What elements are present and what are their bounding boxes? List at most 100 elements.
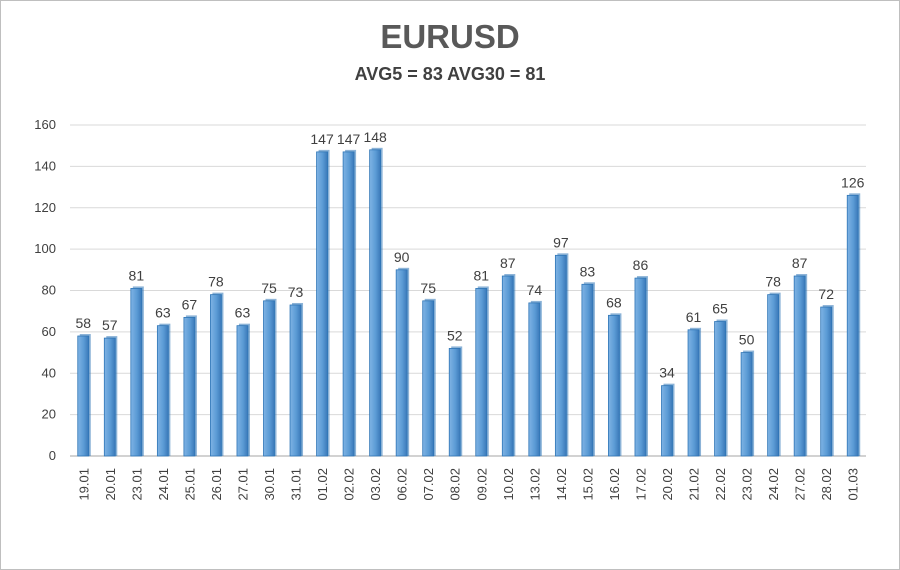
bar [263, 300, 275, 457]
bar [183, 316, 196, 457]
x-tick-label: 07.02 [421, 468, 436, 501]
x-tick-label: 08.02 [448, 468, 463, 501]
x-tick-label: 03.02 [368, 468, 383, 501]
bar [528, 302, 541, 457]
y-tick-label: 40 [42, 365, 56, 380]
data-label: 61 [686, 309, 702, 325]
x-tick-label: 21.02 [687, 468, 702, 501]
x-tick-label: 17.02 [633, 468, 648, 501]
x-tick-label: 30.01 [262, 468, 277, 501]
x-tick-label: 23.01 [129, 468, 144, 501]
data-label: 72 [818, 286, 834, 302]
bars [77, 147, 861, 457]
bar [422, 300, 435, 457]
data-label: 74 [527, 282, 543, 298]
x-tick-label: 06.02 [395, 468, 410, 501]
bar [608, 314, 620, 457]
x-tick-label: 01.02 [315, 468, 330, 501]
data-label: 75 [261, 280, 277, 296]
x-tick-label: 09.02 [474, 468, 489, 501]
data-label: 73 [288, 284, 304, 300]
bar [369, 149, 382, 457]
data-label: 148 [363, 129, 387, 145]
bar [236, 325, 249, 457]
data-label: 68 [606, 294, 622, 310]
data-label: 50 [739, 332, 755, 348]
bar [448, 348, 461, 457]
bar [687, 329, 700, 457]
y-tick-label: 60 [42, 324, 56, 339]
y-tick-label: 120 [34, 200, 56, 215]
data-label: 87 [500, 255, 516, 271]
data-label: 86 [633, 257, 649, 273]
data-label: 81 [129, 267, 145, 283]
x-tick-label: 26.01 [209, 468, 224, 501]
y-tick-label: 100 [34, 241, 56, 256]
x-tick-label: 24.01 [156, 468, 171, 501]
bar [846, 194, 859, 457]
data-label: 63 [155, 305, 171, 321]
data-label: 52 [447, 327, 463, 343]
data-label: 81 [473, 267, 489, 283]
bar [475, 288, 488, 457]
x-tick-label: 27.01 [235, 468, 250, 501]
data-label: 83 [580, 263, 596, 279]
x-tick-label: 24.02 [766, 468, 781, 501]
y-tick-label: 140 [34, 158, 56, 173]
x-tick-label: 20.01 [103, 468, 118, 501]
bar [714, 321, 726, 457]
x-tick-label: 27.02 [793, 468, 808, 501]
y-tick-label: 80 [42, 283, 56, 298]
bar [130, 288, 143, 457]
bar [581, 283, 594, 457]
bar [395, 269, 408, 457]
bar [634, 277, 647, 457]
y-tick-label: 20 [42, 407, 56, 422]
gridlines [70, 124, 866, 457]
x-tick-label: 14.02 [554, 468, 569, 501]
x-tick-label: 01.03 [846, 468, 861, 501]
data-label: 57 [102, 317, 118, 333]
bar [661, 385, 673, 457]
data-label: 147 [337, 131, 361, 147]
bar [156, 325, 169, 457]
x-tick-label: 23.02 [740, 468, 755, 501]
x-axis-labels: 19.01 20.01 23.01 24.01 25.01 26.01 27.01 30.01… [76, 468, 860, 501]
data-label: 63 [235, 305, 251, 321]
x-tick-label: 13.02 [527, 468, 542, 501]
bar [77, 335, 90, 457]
data-label: 34 [659, 365, 675, 381]
bar [554, 254, 567, 457]
bar [501, 275, 514, 457]
x-tick-label: 20.02 [660, 468, 675, 501]
bar [316, 151, 328, 457]
y-tick-label: 0 [49, 448, 56, 463]
x-tick-label: 22.02 [713, 468, 728, 501]
x-tick-label: 28.02 [819, 468, 834, 501]
x-tick-label: 15.02 [580, 468, 595, 501]
bar [210, 294, 222, 457]
data-label: 75 [420, 280, 436, 296]
bar [820, 306, 833, 457]
chart-subtitle: AVG5 = 83 AVG30 = 81 [354, 64, 546, 84]
data-label: 97 [553, 234, 569, 250]
chart-title: EURUSD [380, 18, 520, 55]
y-axis-ticks: 0 20 40 60 80 100 120 140 160 [34, 117, 56, 463]
bar [767, 294, 780, 457]
bar [103, 337, 116, 457]
bar [793, 275, 806, 457]
data-label: 65 [712, 301, 728, 317]
x-tick-label: 19.01 [76, 468, 91, 501]
x-tick-label: 10.02 [501, 468, 516, 501]
data-label: 126 [841, 174, 865, 190]
data-label: 87 [792, 255, 808, 271]
bar [740, 352, 753, 457]
x-tick-label: 31.01 [289, 468, 304, 501]
data-label: 90 [394, 249, 410, 265]
y-tick-label: 160 [34, 117, 56, 132]
data-label: 78 [765, 274, 781, 290]
data-label: 147 [310, 131, 334, 147]
